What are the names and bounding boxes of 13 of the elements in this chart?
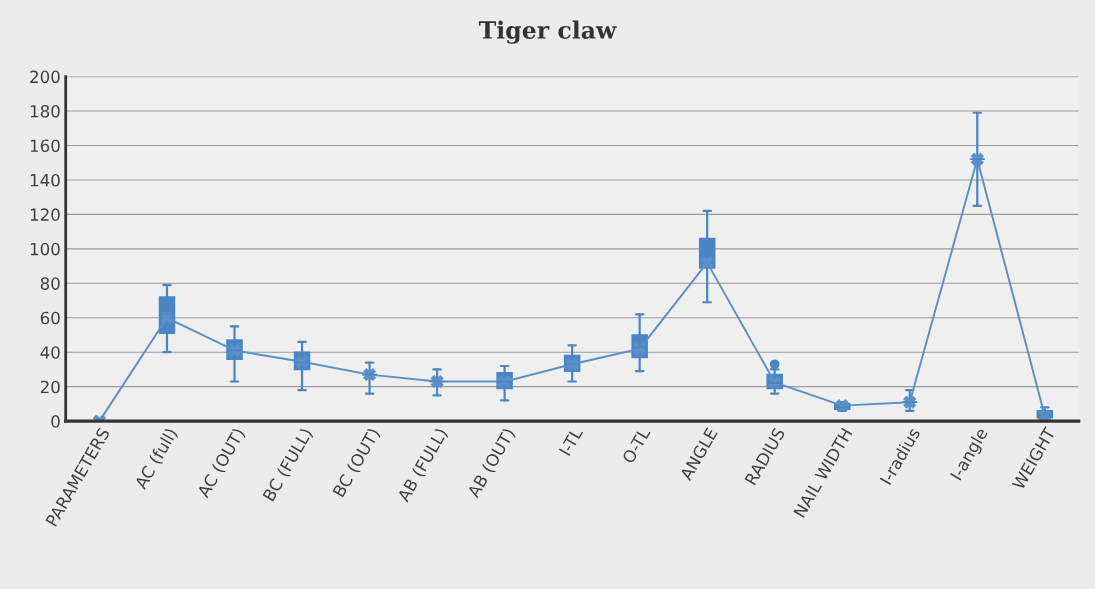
x-tick-label: I-TL [558,426,584,456]
y-tick-label: 20 [40,380,60,394]
y-tick-label: 100 [30,242,60,256]
y-tick-label: 80 [40,277,60,290]
y-tick-label: 160 [30,139,60,153]
y-tick-label: 60 [40,311,60,325]
y-tick-label: 180 [30,104,60,118]
chart-title: Tiger claw [478,20,617,44]
y-tick-label: 120 [30,208,60,221]
y-tick-label: 0 [51,415,60,428]
y-tick-label: 140 [30,173,60,187]
y-tick-label: 200 [30,70,60,84]
y-tick-label: 40 [40,346,60,359]
